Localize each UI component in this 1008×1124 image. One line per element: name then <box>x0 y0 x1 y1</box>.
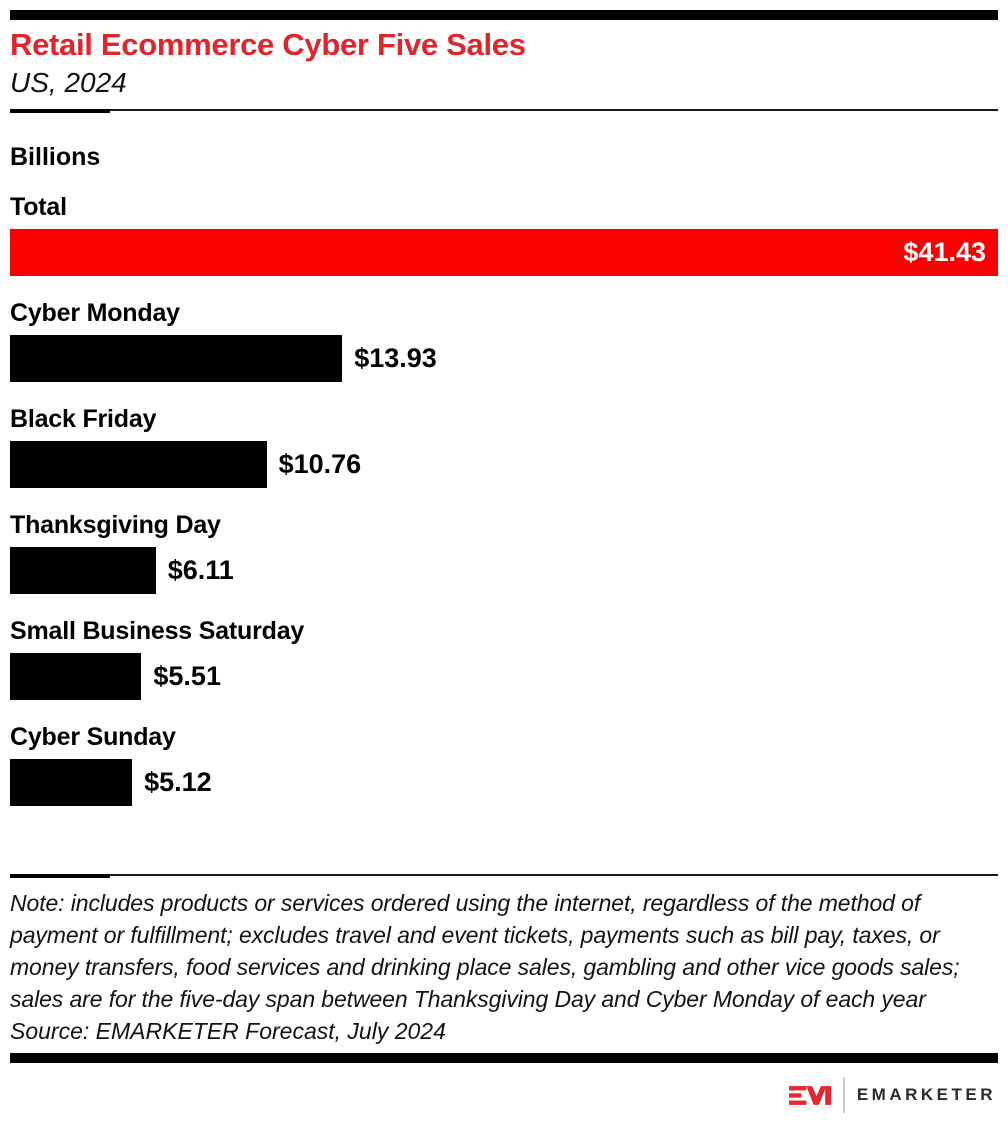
bar-cyber-sunday <box>10 759 133 806</box>
header-divider-thin <box>10 109 998 111</box>
bar-category-label-black-friday: Black Friday <box>10 405 157 433</box>
bar-black-friday <box>10 441 267 488</box>
bar-category-label-small-business-saturday: Small Business Saturday <box>10 617 305 645</box>
bar-line-cyber-monday: $13.93 <box>10 335 998 382</box>
bar-value-black-friday: $10.76 <box>278 449 362 479</box>
chart-subtitle: US, 2024 <box>10 67 127 98</box>
bar-category-label-total: Total <box>10 193 67 221</box>
units-label: Billions <box>10 143 101 171</box>
footnote-text: Note: includes products or services orde… <box>10 890 960 1012</box>
bar-category-label-cyber-sunday: Cyber Sunday <box>10 723 176 751</box>
brand-divider <box>842 1077 845 1113</box>
top-black-bar <box>10 10 998 20</box>
bar-line-thanksgiving-day: $6.11 <box>10 547 998 594</box>
bar-category-label-cyber-monday: Cyber Monday <box>10 299 180 327</box>
bar-line-total: $41.43 <box>10 229 998 276</box>
chart-row-cyber-sunday: Cyber Sunday $5.12 <box>10 724 998 806</box>
bar-value-cyber-monday: $13.93 <box>354 343 437 373</box>
bar-value-small-business-saturday: $5.51 <box>153 661 221 691</box>
brand-wordmark: EMARKETER <box>856 1085 996 1104</box>
footnote-divider <box>10 874 998 878</box>
bar-value-cyber-sunday: $5.12 <box>144 767 212 797</box>
chart-title: Retail Ecommerce Cyber Five Sales <box>10 27 526 62</box>
chart-row-black-friday: Black Friday $10.76 <box>10 406 998 488</box>
chart-row-small-business-saturday: Small Business Saturday $5.51 <box>10 618 998 700</box>
footnote-divider-thick <box>10 874 110 878</box>
bar-category-label-thanksgiving-day: Thanksgiving Day <box>10 511 221 539</box>
header-divider-thick <box>10 109 110 113</box>
bar-line-small-business-saturday: $5.51 <box>10 653 998 700</box>
footer-black-bar <box>10 1053 998 1063</box>
emarketer-logo-icon <box>788 1085 831 1105</box>
header-divider <box>10 109 998 113</box>
bar-thanksgiving-day <box>10 547 156 594</box>
bar-line-black-friday: $10.76 <box>10 441 998 488</box>
bar-value-total: $41.43 <box>903 237 986 267</box>
bar-small-business-saturday <box>10 653 142 700</box>
source-text: Source: EMARKETER Forecast, July 2024 <box>10 1018 446 1044</box>
chart-row-thanksgiving-day: Thanksgiving Day $6.11 <box>10 512 998 594</box>
brand-row: EMARKETER <box>10 1077 998 1113</box>
bar-line-cyber-sunday: $5.12 <box>10 759 998 806</box>
chart-row-total: Total $41.43 <box>10 194 998 276</box>
chart-row-cyber-monday: Cyber Monday $13.93 <box>10 300 998 382</box>
bar-value-thanksgiving-day: $6.11 <box>167 555 234 585</box>
bar-cyber-monday <box>10 335 343 382</box>
bar-chart: Total $41.43 Cyber Monday $13.93 Black F… <box>10 194 998 806</box>
bar-total: $41.43 <box>10 229 998 276</box>
footnote-divider-thin <box>10 874 998 876</box>
